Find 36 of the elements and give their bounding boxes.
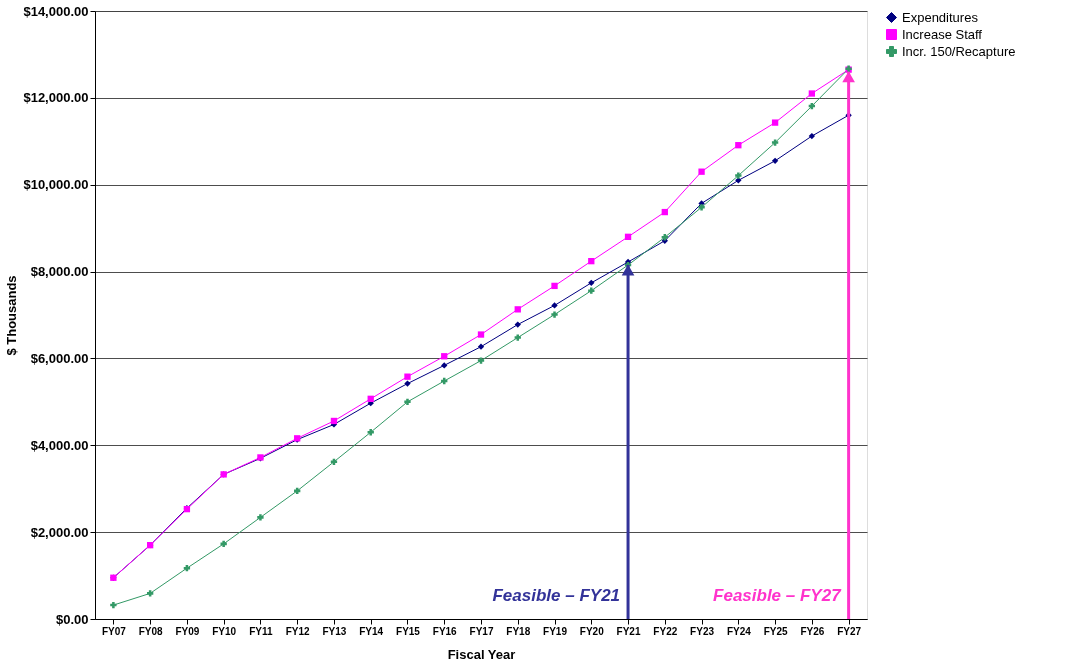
x-tick-label: FY15 (396, 625, 421, 637)
y-tick-label: $2,000.00 (30, 524, 89, 540)
x-tick-label: FY20 (579, 625, 605, 637)
x-tick-label: FY16 (432, 625, 458, 637)
y-tick-label: $6,000.00 (30, 350, 89, 366)
x-tick-label: FY23 (690, 625, 715, 637)
annotation: Feasible – FY27 (713, 586, 843, 605)
x-tick-label: FY07 (101, 625, 127, 637)
x-tick-label: FY13 (322, 625, 347, 637)
x-tick-label: FY25 (763, 625, 788, 637)
x-tick-label: FY14 (359, 625, 384, 637)
y-tick-label: $0.00 (55, 611, 89, 627)
x-tick-label: FY21 (616, 625, 641, 637)
legend-label: Increase Staff (902, 26, 983, 42)
legend-label: Expenditures (902, 9, 979, 25)
y-tick-label: $4,000.00 (30, 437, 89, 453)
y-axis-title: $ Thousands (4, 275, 20, 356)
x-axis-title: Fiscal Year (447, 646, 516, 662)
x-tick-label: FY11 (249, 625, 274, 637)
y-tick-label: $14,000.00 (23, 3, 89, 19)
x-tick-label: FY10 (212, 625, 237, 637)
x-tick-label: FY09 (175, 625, 200, 637)
x-tick-label: FY19 (543, 625, 568, 637)
annotation: Feasible – FY21 (492, 586, 621, 605)
x-tick-label: FY26 (800, 625, 825, 637)
x-tick-label: FY22 (653, 625, 678, 637)
x-tick-label: FY08 (138, 625, 164, 637)
x-tick-label: FY18 (506, 625, 531, 637)
x-tick-label: FY24 (726, 625, 752, 637)
y-tick-label: $8,000.00 (30, 264, 89, 280)
legend-label: Incr. 150/Recapture (902, 43, 1016, 59)
y-tick-label: $10,000.00 (23, 177, 89, 193)
y-tick-label: $12,000.00 (23, 90, 89, 106)
x-tick-label: FY12 (285, 625, 311, 637)
x-tick-label: FY17 (469, 625, 494, 637)
x-tick-label: FY27 (837, 625, 862, 637)
